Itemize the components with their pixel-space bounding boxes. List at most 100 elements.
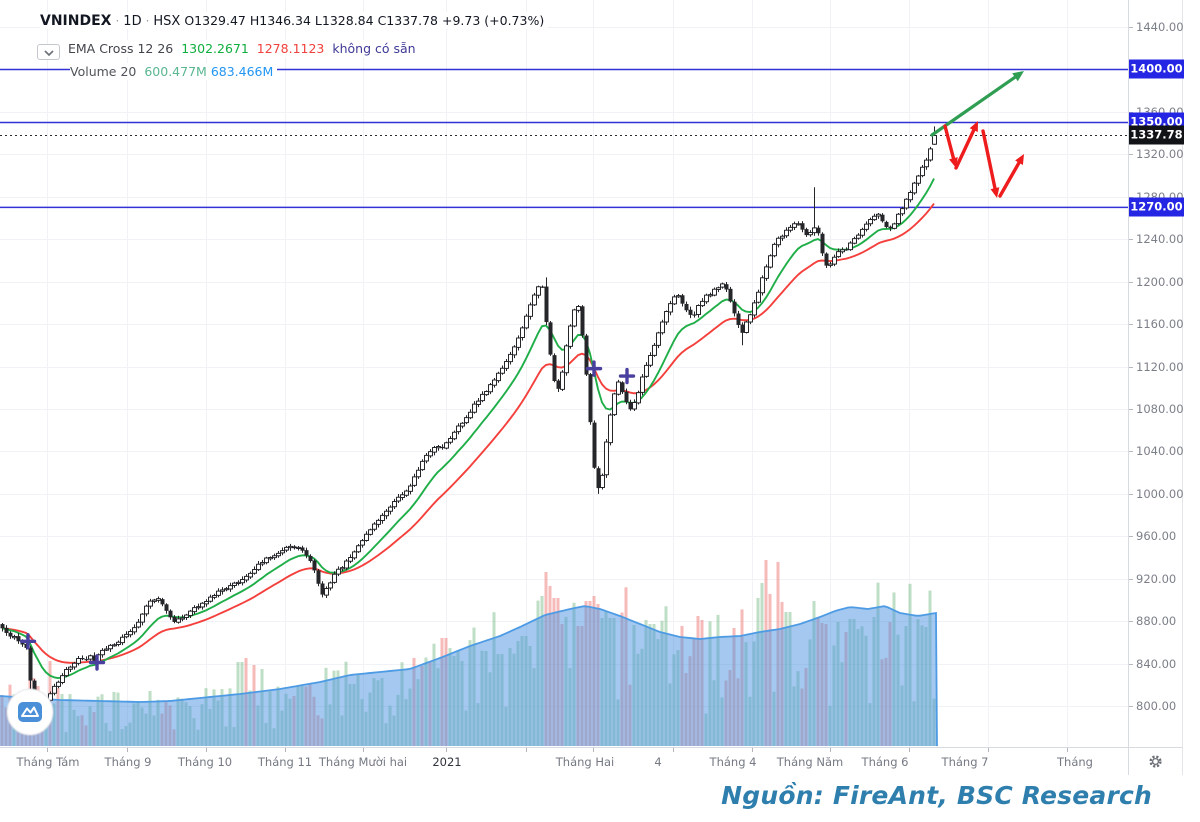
time-tick-dash — [47, 748, 48, 752]
ema-cross-legend-row[interactable]: EMA Cross 12 26 1302.2671 1278.1123 khôn… — [37, 40, 420, 60]
ohlc-key: C — [373, 13, 387, 28]
price-tick-dash — [1129, 408, 1133, 410]
mountain-chart-icon — [18, 702, 42, 722]
fireant-logo — [7, 689, 53, 735]
change-value: +9.73 (+0.73%) — [441, 13, 545, 28]
time-tick-dash — [363, 748, 364, 752]
price-chart-canvas[interactable] — [0, 0, 1128, 747]
time-axis-month-label: Tháng Tám — [16, 755, 80, 769]
volume-legend-row[interactable]: Volume 20 600.477M 683.466M — [70, 63, 278, 80]
time-axis-month-label: Tháng 11 — [257, 755, 313, 769]
axis-settings-corner — [1128, 747, 1183, 775]
time-axis-month-label: Tháng 9 — [104, 755, 152, 769]
price-tick-dash — [1129, 111, 1133, 113]
time-axis-month-label: Tháng 4 — [709, 755, 757, 769]
time-axis-month-label: Tháng 7 — [941, 755, 989, 769]
price-tick-dash — [1129, 621, 1133, 623]
time-tick-dash — [752, 748, 753, 752]
time-tick-dash — [526, 748, 527, 752]
price-tick-dash — [1129, 27, 1133, 28]
time-tick-dash — [909, 748, 910, 752]
price-chart-panel: VNINDEX · 1D · HSX O1329.47 H1346.34 L1328.8… — [0, 0, 1128, 747]
volume-indicator-params: 20 — [120, 64, 137, 79]
time-axis-month-label: 4 — [654, 755, 662, 769]
time-axis-month-label: Tháng 10 — [177, 755, 233, 769]
price-tick-dash — [1129, 196, 1133, 198]
price-axis[interactable]: 1440.001400.001360.001320.001280.001240.… — [1128, 0, 1184, 747]
ohlc-value: 1328.84 — [321, 13, 374, 28]
gear-icon — [1149, 755, 1162, 768]
price-tick-label: 1000.00 — [1136, 486, 1184, 501]
price-level-badge[interactable]: 1400.00 — [1129, 59, 1184, 79]
price-tick-dash — [1129, 239, 1133, 241]
ema-fast-value: 1302.2671 — [181, 41, 249, 56]
legend-separator: · — [145, 14, 150, 28]
volume-indicator-name: Volume — [70, 64, 117, 79]
time-tick-dash — [830, 748, 831, 752]
ohlc-key: L — [310, 13, 322, 28]
price-tick-dash — [1129, 706, 1133, 707]
symbol-legend-row[interactable]: VNINDEX · 1D · HSX O1329.47 H1346.34 L1328.8… — [40, 12, 549, 29]
time-axis-month-label: Tháng Mười hai — [318, 755, 408, 769]
price-tick-dash — [1129, 493, 1133, 495]
time-tick-dash — [127, 748, 128, 752]
time-tick-dash — [988, 748, 989, 752]
price-tick-label: 880.00 — [1136, 614, 1177, 629]
ohlc-value: 1329.47 — [194, 13, 246, 28]
price-tick-label: 1200.00 — [1136, 274, 1184, 289]
price-tick-label: 1040.00 — [1136, 444, 1184, 459]
symbol-name: VNINDEX — [40, 13, 112, 29]
price-tick-label: 1240.00 — [1136, 232, 1184, 247]
time-tick-dash — [593, 748, 594, 752]
volume-ma-value: 683.466M — [210, 64, 274, 79]
price-tick-label: 840.00 — [1136, 656, 1177, 671]
ema-indicator-name: EMA Cross — [68, 41, 134, 56]
time-axis-year-label: 2021 — [432, 755, 462, 769]
price-tick-dash — [1129, 451, 1133, 453]
time-tick-dash — [446, 748, 447, 752]
source-caption: Nguồn: FireAnt, BSC Research — [721, 781, 1152, 810]
ema-indicator-params: 12 26 — [137, 41, 174, 56]
time-axis-month-label: Tháng — [1057, 755, 1093, 769]
price-tick-label: 1320.00 — [1136, 147, 1184, 162]
volume-value: 600.477M — [144, 64, 207, 79]
ohlc-value: 1337.78 — [386, 13, 438, 28]
time-axis-month-label: Tháng Hai — [555, 755, 615, 769]
indicator-collapse-button[interactable] — [37, 44, 60, 60]
price-tick-dash — [1129, 324, 1133, 326]
axis-settings-button[interactable] — [1148, 754, 1163, 769]
last-price-badge: 1337.78 — [1129, 125, 1184, 145]
time-axis-month-label: Tháng Năm — [776, 755, 844, 769]
ema-availability-note: không có sẵn — [332, 41, 416, 56]
time-axis[interactable]: Tháng Tám Tháng 9 Tháng 10 Tháng 11 Tháng Mư… — [0, 747, 1128, 775]
price-tick-label: 960.00 — [1136, 529, 1177, 544]
exchange-label: HSX — [153, 14, 181, 29]
ohlc-value: 1346.34 — [259, 13, 311, 28]
ohlc-key: H — [245, 13, 260, 28]
chevron-down-icon — [43, 50, 54, 57]
time-tick-dash — [673, 748, 674, 752]
price-tick-label: 1440.00 — [1136, 20, 1184, 34]
ema-slow-value: 1278.1123 — [256, 41, 325, 56]
price-tick-dash — [1129, 366, 1133, 368]
price-tick-label: 1080.00 — [1136, 401, 1184, 416]
price-tick-label: 1160.00 — [1136, 317, 1184, 332]
price-tick-dash — [1129, 578, 1133, 580]
time-tick-dash — [1067, 748, 1068, 752]
price-tick-dash — [1129, 663, 1133, 665]
price-tick-dash — [1129, 154, 1133, 156]
ohlc-values: O1329.47 H1346.34 L1328.84 C1337.78 — [184, 13, 438, 28]
ohlc-key: O — [184, 13, 195, 28]
price-tick-dash — [1129, 536, 1133, 538]
price-tick-label: 920.00 — [1136, 571, 1177, 586]
time-tick-dash — [285, 748, 286, 752]
interval-label: 1D — [123, 14, 142, 29]
price-tick-label: 1120.00 — [1136, 359, 1184, 374]
time-tick-dash — [206, 748, 207, 752]
time-axis-month-label: Tháng 6 — [861, 755, 909, 769]
price-tick-label: 800.00 — [1136, 699, 1177, 713]
legend-separator: · — [115, 14, 120, 28]
price-level-badge[interactable]: 1270.00 — [1129, 197, 1184, 217]
price-tick-dash — [1129, 281, 1133, 283]
